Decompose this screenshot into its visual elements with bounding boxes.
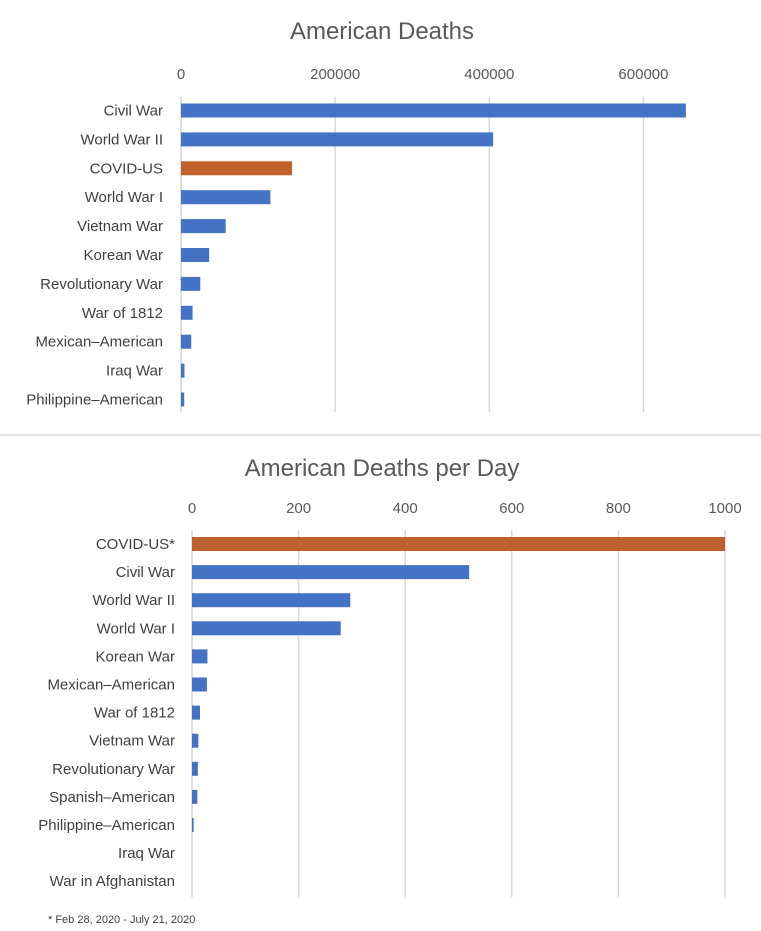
- chart1-bars: [181, 103, 686, 407]
- c1-bar: [181, 276, 201, 291]
- chart2-tick-labels: 0 200 400 600 800 1000: [188, 500, 742, 517]
- c2-category-label: Civil War: [116, 564, 175, 581]
- chart2-bars: [192, 537, 725, 832]
- c2-category-label: Spanish–American: [49, 789, 175, 806]
- c1-tick-label: 600000: [618, 66, 668, 83]
- chart2-gridlines: [191, 530, 726, 897]
- c2-category-label: Korean War: [96, 648, 175, 665]
- c2-category-label: COVID-US*: [96, 536, 175, 553]
- c1-bar: [181, 103, 686, 118]
- c2-bar: [192, 818, 194, 832]
- c2-tick-label: 800: [606, 500, 631, 517]
- c1-bar: [181, 132, 494, 147]
- c1-category-label: Revolutionary War: [40, 276, 163, 293]
- c2-bar: [192, 705, 200, 720]
- c1-category-label: COVID-US: [90, 160, 163, 177]
- c2-bar: [192, 537, 725, 551]
- c1-category-label: Mexican–American: [35, 334, 163, 351]
- c2-bar: [192, 761, 198, 776]
- chart1-tick-labels: 0 200000 400000 600000: [177, 66, 669, 83]
- c1-category-label: Philippine–American: [26, 392, 163, 409]
- chart2-title: American Deaths per Day: [245, 455, 520, 482]
- c1-bar: [181, 161, 292, 176]
- c2-tick-label: 200: [286, 500, 311, 517]
- chart1-title: American Deaths: [290, 18, 474, 45]
- c1-category-label: Vietnam War: [77, 218, 163, 235]
- c2-category-label: Iraq War: [118, 845, 175, 862]
- c2-tick-label: 400: [393, 500, 418, 517]
- c2-category-label: World War I: [97, 620, 175, 637]
- c1-category-label: Civil War: [104, 103, 163, 120]
- chart2-category-labels: COVID-US* Civil War World War II World War …: [38, 536, 175, 890]
- c2-bar: [192, 593, 351, 608]
- c1-bar: [181, 219, 226, 234]
- c2-tick-label: 0: [188, 500, 196, 517]
- c1-category-label: World War II: [80, 131, 163, 148]
- american-deaths-per-day-chart: American Deaths per Day 0 200 400 600 800 100…: [38, 455, 742, 897]
- c2-category-label: War in Afghanistan: [50, 873, 175, 890]
- c1-category-label: Iraq War: [106, 363, 163, 380]
- c2-bar: [192, 789, 198, 804]
- c2-category-label: Philippine–American: [38, 817, 175, 834]
- c2-bar: [192, 621, 341, 636]
- c1-category-label: World War I: [85, 189, 163, 206]
- c2-category-label: World War II: [92, 592, 175, 609]
- c2-tick-label: 600: [499, 500, 524, 517]
- c1-category-label: War of 1812: [82, 305, 163, 322]
- c1-bar: [181, 248, 210, 262]
- american-deaths-chart: American Deaths 0 200000 400000 600000 Civi…: [26, 18, 686, 412]
- c1-bar: [181, 190, 271, 205]
- c2-tick-label: 1000: [708, 500, 741, 517]
- c1-bar: [181, 334, 192, 349]
- c2-bar: [192, 733, 199, 748]
- c1-bar: [181, 363, 185, 378]
- c1-bar: [181, 305, 193, 320]
- c2-bar: [192, 565, 470, 580]
- c2-bar: [192, 649, 208, 664]
- c2-bar: [192, 677, 207, 692]
- c1-category-label: Korean War: [84, 247, 163, 264]
- c2-category-label: Revolutionary War: [52, 761, 175, 778]
- footnote: * Feb 28, 2020 - July 21, 2020: [48, 914, 195, 926]
- c1-tick-label: 0: [177, 66, 185, 83]
- chart1-category-labels: Civil War World War II COVID-US World War I…: [26, 103, 163, 409]
- c2-category-label: Vietnam War: [89, 733, 175, 750]
- c1-tick-label: 400000: [464, 66, 514, 83]
- c2-category-label: War of 1812: [94, 705, 175, 722]
- c1-tick-label: 200000: [310, 66, 360, 83]
- c1-bar: [181, 392, 185, 407]
- c2-category-label: Mexican–American: [47, 677, 175, 694]
